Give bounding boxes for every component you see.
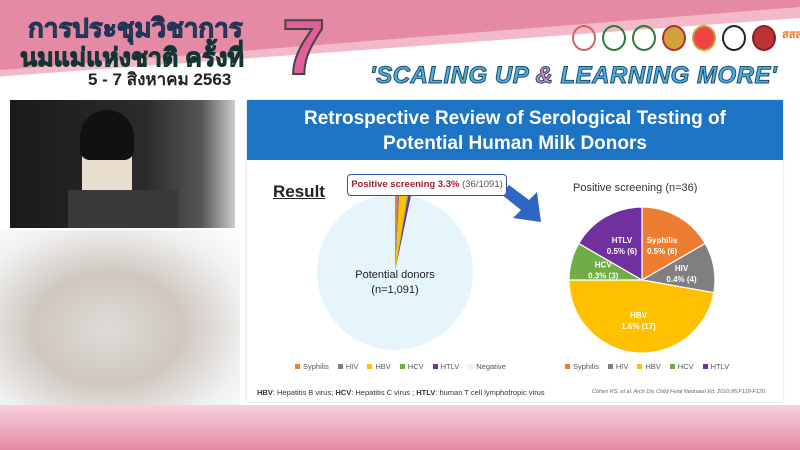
sponsor-logo: สสส [782,29,800,41]
pie0-slice-negative [317,194,473,350]
sponsor-logo [602,25,626,51]
pie0-slice-htlv [395,195,412,272]
pie1-slice-hbv [568,279,715,354]
conference-subtitle: นมแม่แห่งชาติ ครั้งที่ [20,44,245,73]
legend-swatch [702,364,708,369]
legend-swatch [607,364,613,369]
legend-item: HBV [637,362,661,371]
slide-title: Retrospective Review of Serological Test… [247,100,783,160]
data-label-value: 0.4% (4) [666,275,697,284]
legend-swatch [367,364,373,369]
data-label-name: Syphilis [647,236,678,245]
footnote: HBV: Hepatitis B virus; HCV: Hepatitis C… [257,388,545,397]
legend-swatch [468,364,474,369]
positive-callout: Positive screening 3.3% (36/1091) [347,174,507,196]
pie1-legend: Syphilis HIV HBV HCV HTLV Negative [295,362,506,371]
slide-title-line1: Retrospective Review of Serological Test… [304,108,726,129]
bottom-band [0,405,800,450]
sponsor-logo [722,25,746,51]
slogan: 'SCALING UP & LEARNING MORE' [370,62,778,90]
footnote-def: : Hepatitis C virus ; [351,388,417,397]
legend-item: HBV [367,362,391,371]
podium [68,190,178,228]
edition-number: 7 [281,2,326,92]
result-heading: Result [273,182,325,201]
conference-date: 5 - 7 สิงหาคม 2563 [88,70,232,89]
data-label-name: HTLV [612,236,633,245]
sponsor-logo [692,25,716,51]
sponsor-logo [662,25,686,51]
pie1-center-line1: Potential donors [355,269,435,281]
pie1-center-line2: (n=1,091) [371,284,418,296]
legend-item: Syphilis [565,362,599,371]
legend-swatch [565,364,570,369]
legend-item: HIV [607,362,628,371]
legend-item: HCV [669,362,694,371]
arrow-icon [501,185,541,222]
data-label-name: HIV [675,264,689,273]
pie1-slice-htlv [577,206,643,282]
legend-swatch [399,364,405,369]
slogan-a: 'SCALING UP [370,62,536,90]
data-label-value: 1.6% (17) [621,322,656,331]
legend-item: HTLV [432,362,459,371]
pie0-slice-hbv [395,194,408,272]
pie0-slice-hcv [395,194,409,272]
conference-title: การประชุมวิชาการ [28,13,244,44]
footnote-def: : human T cell lymphotropic virus [435,388,545,397]
legend-swatch [295,364,300,369]
pie1-slice-syphilis [641,206,707,282]
legend-swatch [669,364,675,369]
citation: Cohen RS, et al. Arch Dis Child Fetal Ne… [592,389,767,395]
legend-item: Negative [468,362,506,371]
sponsor-logos: สสส [572,25,800,51]
data-label-name: HBV [630,311,648,320]
footnote-def: : Hepatitis B virus; [272,388,336,397]
legend-item: HTLV [702,362,729,371]
footnote-abbr: HBV [257,388,273,397]
legend-item: HCV [399,362,424,371]
pie0-slice-syphilis [395,194,398,272]
data-label-value: 0.5% (6) [647,247,678,256]
legend-item: HIV [337,362,358,371]
footnote-abbr: HTLV [416,388,436,397]
speaker-hair [80,110,134,160]
sponsor-logo [632,25,656,51]
sponsor-logo [572,25,596,51]
legend-item: Syphilis [295,362,329,371]
slide-title-line2: Potential Human Milk Donors [383,133,647,154]
legend-swatch [432,364,438,369]
callout-bold: Positive screening 3.3% [351,179,460,190]
callout-rest: (36/1091) [459,179,503,190]
legend-swatch [637,364,643,369]
pie2-title: Positive screening (n=36) [573,182,698,194]
data-label-value: 0.3% (3) [588,272,619,281]
pie2-legend: Syphilis HIV HBV HCV HTLV [565,362,729,371]
sponsor-logo [752,25,776,51]
slogan-b: LEARNING MORE' [553,62,778,90]
data-label-name: HCV [595,261,613,270]
legend-swatch [337,364,343,369]
slogan-amp: & [535,62,554,90]
presentation-slide: Retrospective Review of Serological Test… [247,100,783,402]
pie-charts: Potential donors (n=1,091) Syphilis 0.5% (6… [317,185,716,354]
data-label-value: 0.5% (6) [607,247,638,256]
footnote-abbr: HCV [335,388,352,397]
background-photo [0,230,240,410]
pie0-slice-hiv [395,194,400,272]
speaker-video[interactable] [10,100,235,228]
